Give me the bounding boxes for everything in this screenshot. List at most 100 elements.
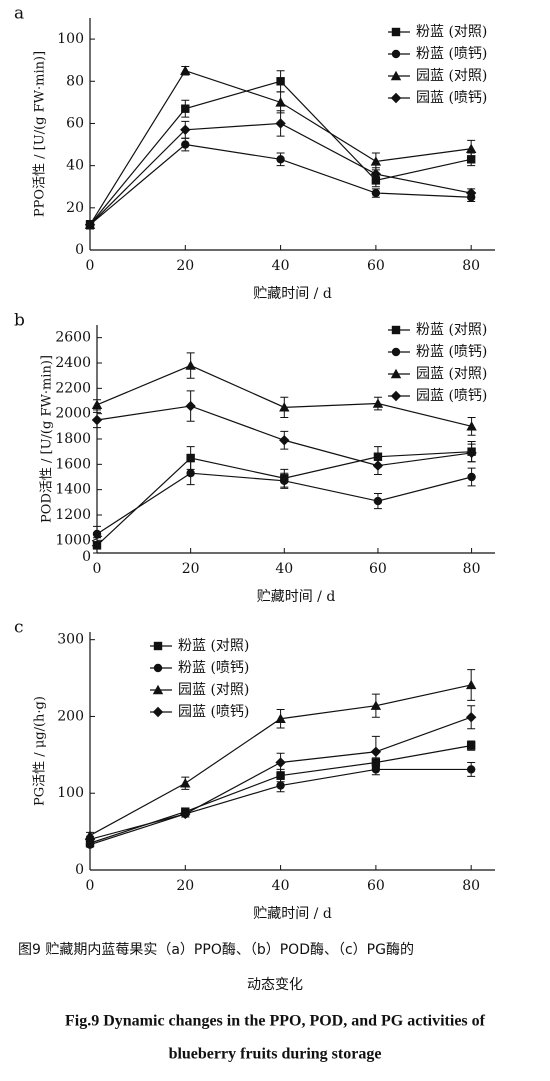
legend-label: 园蓝 (对照): [416, 366, 487, 382]
caption-cn-line2: 动态变化: [247, 977, 303, 993]
legend-label: 园蓝 (对照): [178, 682, 249, 698]
marker: [391, 325, 401, 335]
marker: [185, 400, 196, 412]
legend-label: 园蓝 (喷钙): [178, 704, 249, 720]
marker: [370, 746, 382, 757]
marker: [390, 92, 402, 104]
legend-label: 粉蓝 (对照): [178, 638, 249, 654]
legend-label: 粉蓝 (喷钙): [416, 344, 487, 360]
y-tick-label: 0: [75, 242, 84, 258]
x-tick-label: 20: [176, 878, 194, 894]
marker: [275, 757, 286, 768]
marker: [91, 414, 103, 426]
x-tick-label: 20: [176, 258, 194, 274]
series-line: [96, 451, 472, 546]
marker: [276, 771, 285, 780]
marker: [465, 712, 477, 723]
marker: [91, 399, 103, 409]
marker: [92, 529, 102, 539]
marker: [372, 460, 384, 471]
marker: [391, 27, 401, 37]
marker: [466, 765, 476, 774]
y-tick-label: 1000: [55, 532, 91, 548]
marker: [391, 347, 401, 357]
x-axis-label: 贮藏时间 / d: [253, 286, 332, 302]
marker: [153, 663, 163, 673]
marker: [275, 118, 286, 129]
y-tick-label: 300: [57, 632, 84, 648]
marker: [181, 104, 190, 113]
legend-label: 粉蓝 (对照): [416, 322, 487, 338]
y-tick-label: 80: [66, 73, 84, 89]
legend-label: 园蓝 (喷钙): [416, 388, 487, 404]
marker: [152, 706, 164, 718]
y-axis-label: POD活性 / [U/(g FW·min)]: [40, 355, 55, 523]
y-tick-label: 2000: [55, 406, 91, 422]
marker: [465, 679, 477, 690]
marker: [153, 641, 163, 651]
marker: [370, 168, 382, 180]
marker: [279, 402, 290, 412]
y-axis-label: PG活性 / μg/(h·g): [33, 696, 48, 806]
y-break-label: 0: [82, 549, 91, 565]
y-tick-label: 60: [66, 115, 84, 131]
marker: [276, 155, 285, 164]
marker: [181, 140, 190, 149]
panel-label: c: [14, 618, 24, 638]
x-tick-label: 80: [463, 561, 481, 577]
marker: [92, 541, 102, 550]
chart-panel: b 1000 1200 1400 1600 1800 2000 2200 2400 2600 00 2…: [14, 311, 495, 605]
y-tick-label: 20: [66, 200, 84, 216]
marker: [465, 187, 477, 199]
marker: [370, 700, 382, 710]
chart-panel: a 0 20 40 60 80 100 0 20 40 60 80 贮藏时间 / d PPO活性 / [U…: [14, 4, 495, 302]
legend-label: 园蓝 (喷钙): [416, 90, 487, 106]
x-tick-label: 20: [182, 561, 200, 577]
legend-label: 园蓝 (对照): [416, 68, 487, 84]
marker: [185, 360, 196, 370]
marker: [152, 684, 164, 695]
series-line: [89, 122, 472, 226]
legend-label: 粉蓝 (喷钙): [178, 660, 249, 676]
y-tick-label: 200: [57, 708, 84, 724]
marker: [280, 476, 289, 485]
marker: [465, 143, 477, 153]
marker: [275, 97, 286, 107]
x-tick-label: 80: [462, 878, 480, 894]
caption-cn-line1: 图9 贮藏期内蓝莓果实（a）PPO酶、（b）POD酶、（c）PG酶的: [18, 942, 414, 958]
y-tick-label: 0: [75, 862, 84, 878]
x-tick-label: 0: [86, 258, 95, 274]
x-tick-label: 40: [272, 878, 290, 894]
marker: [276, 77, 285, 86]
chart-panel: c 0 100 200 300 0 20 40 60 80 贮藏时间 / d PG活性 / μg/(h…: [14, 618, 495, 922]
x-tick-label: 60: [369, 561, 387, 577]
marker: [276, 781, 285, 790]
panel-label: a: [14, 4, 24, 24]
marker: [186, 469, 195, 478]
panel-label: b: [14, 311, 25, 331]
x-tick-label: 0: [86, 878, 95, 894]
legend-label: 粉蓝 (喷钙): [416, 46, 487, 62]
x-axis-label: 贮藏时间 / d: [257, 589, 336, 605]
y-tick-label: 2600: [55, 330, 91, 346]
caption-en-line2: blueberry fruits during storage: [169, 1046, 382, 1063]
x-tick-label: 40: [275, 561, 293, 577]
marker: [466, 155, 476, 164]
marker: [84, 219, 96, 230]
marker: [466, 421, 477, 431]
x-tick-label: 60: [367, 878, 385, 894]
y-tick-label: 2400: [55, 355, 91, 371]
marker: [373, 496, 383, 506]
x-tick-label: 0: [93, 561, 102, 577]
y-tick-label: 100: [57, 31, 84, 47]
y-tick-label: 1800: [55, 431, 91, 447]
y-tick-label: 1200: [55, 507, 91, 523]
marker: [279, 435, 290, 446]
y-tick-label: 1400: [55, 482, 91, 498]
legend-label: 粉蓝 (对照): [416, 24, 487, 40]
caption-en-line1: Fig.9 Dynamic changes in the PPO, POD, a…: [65, 1013, 486, 1030]
marker: [180, 778, 191, 788]
marker: [466, 447, 477, 459]
y-axis-label: PPO活性 / [U/(g FW·min)]: [33, 51, 48, 217]
marker: [390, 390, 402, 402]
